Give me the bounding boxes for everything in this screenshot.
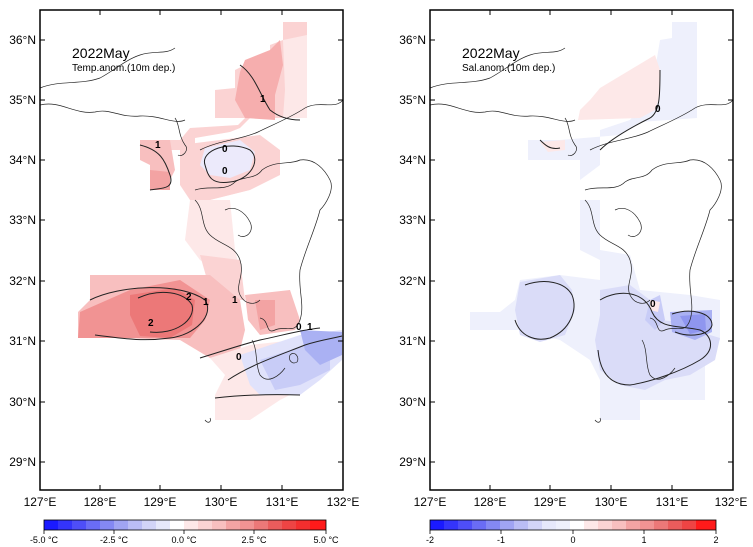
lon-tick-label: 131°E — [266, 495, 299, 509]
lat-tick-label: 36°N — [399, 33, 426, 47]
lat-tick-label: 33°N — [399, 213, 426, 227]
lon-tick-label: 127°E — [414, 495, 447, 509]
salinity-anomaly-field: 0 0 — [430, 22, 733, 423]
panel-title: 2022May — [72, 45, 130, 61]
panel-subtitle: Temp.anom.(10m dep.) — [72, 63, 175, 74]
lat-tick-label: 31°N — [399, 334, 426, 348]
contour-label: 2 — [148, 318, 154, 329]
colorbar-label: -2 — [426, 535, 434, 545]
colorbar-label: 0 — [570, 535, 575, 545]
colorbar-label: 2 — [713, 535, 718, 545]
lon-tick-label: 128°E — [84, 495, 117, 509]
map-frame — [39, 9, 344, 491]
colorbar-label: 2.5 °C — [241, 535, 267, 545]
salinity-map-panel: 0 0 2022May Sal.anom.(10m dep.) 36°N 35°… — [399, 9, 748, 545]
lat-tick-label: 30°N — [9, 395, 36, 409]
temperature-colorbar: -5.0 °C -2.5 °C 0.0 °C 2.5 °C 5.0 °C — [30, 519, 339, 545]
contour-label: 1 — [260, 94, 266, 105]
lat-tick-label: 34°N — [399, 153, 426, 167]
panel-subtitle: Sal.anom.(10m dep.) — [462, 63, 555, 74]
lat-tick-label: 35°N — [9, 93, 36, 107]
lat-tick-label: 33°N — [9, 213, 36, 227]
lon-tick-label: 128°E — [474, 495, 507, 509]
contour-label: 1 — [307, 322, 313, 333]
lon-tick-label: 129°E — [534, 495, 567, 509]
lon-tick-label: 131°E — [656, 495, 689, 509]
lon-tick-label: 130°E — [205, 495, 238, 509]
lon-tick-label: 132°E — [327, 495, 360, 509]
lon-tick-label: 132°E — [715, 495, 748, 509]
lon-tick-label: 127°E — [24, 495, 57, 509]
temperature-anomaly-field: 0 0 1 1 2 1 2 1 0 0 1 — [40, 22, 343, 423]
colorbar-label: 0.0 °C — [171, 535, 197, 545]
lat-tick-label: 29°N — [9, 455, 36, 469]
lat-tick-label: 30°N — [399, 395, 426, 409]
panel-title: 2022May — [462, 45, 520, 61]
lat-tick-label: 32°N — [9, 274, 36, 288]
colorbar-label: -2.5 °C — [100, 535, 129, 545]
colorbar-label: 1 — [641, 535, 646, 545]
lat-tick-label: 32°N — [399, 274, 426, 288]
salinity-colorbar: -2 -1 0 1 2 — [426, 519, 719, 545]
contour-label: 0 — [650, 299, 656, 310]
contour-label: 0 — [222, 144, 228, 155]
lon-tick-label: 130°E — [595, 495, 628, 509]
lat-tick-label: 36°N — [9, 33, 36, 47]
contour-label: 1 — [232, 295, 238, 306]
lat-tick-label: 29°N — [399, 455, 426, 469]
contour-label: 0 — [222, 166, 228, 177]
contour-label: 0 — [236, 352, 242, 363]
colorbar-label: -1 — [497, 535, 505, 545]
temperature-map-panel: 0 0 1 1 2 1 2 1 0 0 1 2 0 2 — [9, 9, 360, 545]
contour-label: 1 — [203, 297, 209, 308]
lat-tick-label: 31°N — [9, 334, 36, 348]
contour-label: 0 — [296, 322, 302, 333]
contour-label: 0 — [655, 104, 661, 115]
colorbar-label: 5.0 °C — [313, 535, 339, 545]
colorbar-label: -5.0 °C — [30, 535, 59, 545]
lon-tick-label: 129°E — [144, 495, 177, 509]
contour-label: 2 — [186, 292, 192, 303]
contour-label: 1 — [155, 140, 161, 151]
lat-tick-label: 35°N — [399, 93, 426, 107]
map-frame — [429, 9, 734, 491]
lat-tick-label: 34°N — [9, 153, 36, 167]
